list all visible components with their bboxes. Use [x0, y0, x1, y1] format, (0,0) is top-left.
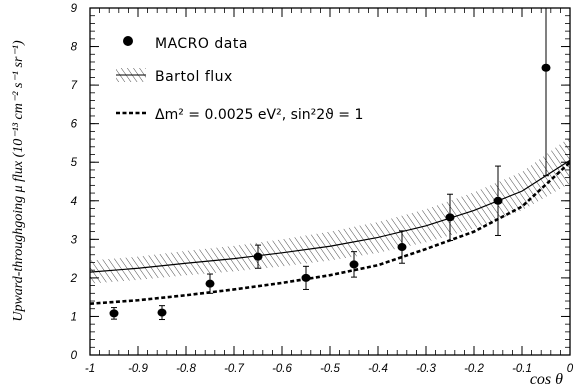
macro-data-point — [109, 309, 119, 318]
macro-data-points-layer — [109, 8, 551, 321]
macro-data-point — [253, 252, 263, 261]
x-tick-label: -0.2 — [464, 363, 484, 375]
tick-label-layer: -1 -0.9 -0.8 -0.7 -0.6 -0.5 -0.4 -0.3 -0.2 -0.1 0 0… — [70, 3, 574, 375]
macro-data-point — [301, 273, 311, 282]
macro-data-point — [445, 213, 455, 222]
x-tick-label: -0.1 — [512, 363, 532, 375]
bartol-flux-line — [90, 159, 570, 273]
macro-data-point — [397, 243, 407, 252]
macro-data-point — [493, 196, 503, 205]
y-tick-label: 2 — [70, 273, 78, 285]
x-tick-label: -0.7 — [224, 363, 244, 375]
macro-data-point — [205, 279, 215, 288]
x-tick-label: -0.4 — [368, 363, 388, 375]
curve-layer — [90, 159, 570, 306]
y-tick-label: 5 — [71, 157, 78, 169]
legend-label-oscillation: Δm² = 0.0025 eV², sin²2ϑ = 1 — [155, 107, 363, 123]
x-axis-title: cos θ — [530, 371, 563, 388]
legend-label-macro-data: MACRO data — [155, 36, 248, 52]
y-tick-label: 0 — [71, 350, 78, 362]
y-axis-title: Upward-throughgoing μ flux (10⁻¹³ cm⁻² s… — [11, 40, 26, 322]
legend-label-bartol-flux: Bartol flux — [155, 69, 233, 85]
y-tick-label: 6 — [71, 119, 78, 131]
y-tick-label: 3 — [71, 234, 78, 246]
tick-layer — [89, 7, 571, 356]
x-tick-label: -0.9 — [128, 363, 148, 375]
legend-marker-macro-data — [123, 36, 133, 46]
y-tick-label: 1 — [71, 311, 77, 323]
macro-data-point — [157, 308, 167, 317]
y-tick-label: 8 — [71, 42, 78, 54]
legend: MACRO data Bartol flux Δm² = 0.0025 eV²,… — [116, 36, 363, 123]
x-tick-label: 0 — [567, 363, 574, 375]
x-tick-label: -0.6 — [272, 363, 292, 375]
macro-data-point — [541, 63, 551, 72]
x-tick-label: -1 — [85, 363, 95, 375]
x-tick-label: -0.5 — [320, 363, 340, 375]
x-tick-label: -0.3 — [416, 363, 436, 375]
y-tick-label: 4 — [71, 196, 77, 208]
macro-data-point — [349, 260, 359, 269]
x-tick-label: -0.8 — [176, 363, 196, 375]
y-tick-label: 9 — [71, 3, 78, 15]
y-tick-label: 7 — [71, 80, 78, 92]
oscillation-curve — [90, 161, 570, 306]
